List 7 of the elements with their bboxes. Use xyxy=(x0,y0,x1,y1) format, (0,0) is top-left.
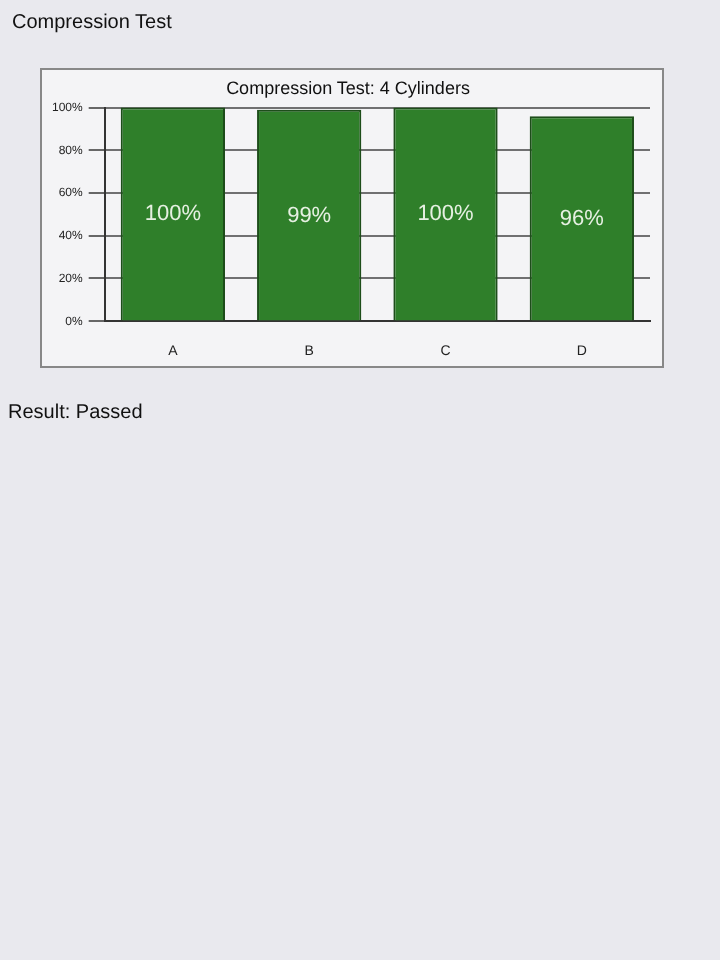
data-label: 99% xyxy=(287,203,332,228)
data-label: 100% xyxy=(144,202,202,227)
data-label: 96% xyxy=(559,206,605,231)
chart-title: Compression Test: 4 Cylinders xyxy=(226,77,471,98)
data-label: 100% xyxy=(417,202,475,227)
text: Compression Test xyxy=(12,12,172,34)
text: Result: Passed xyxy=(8,402,143,424)
